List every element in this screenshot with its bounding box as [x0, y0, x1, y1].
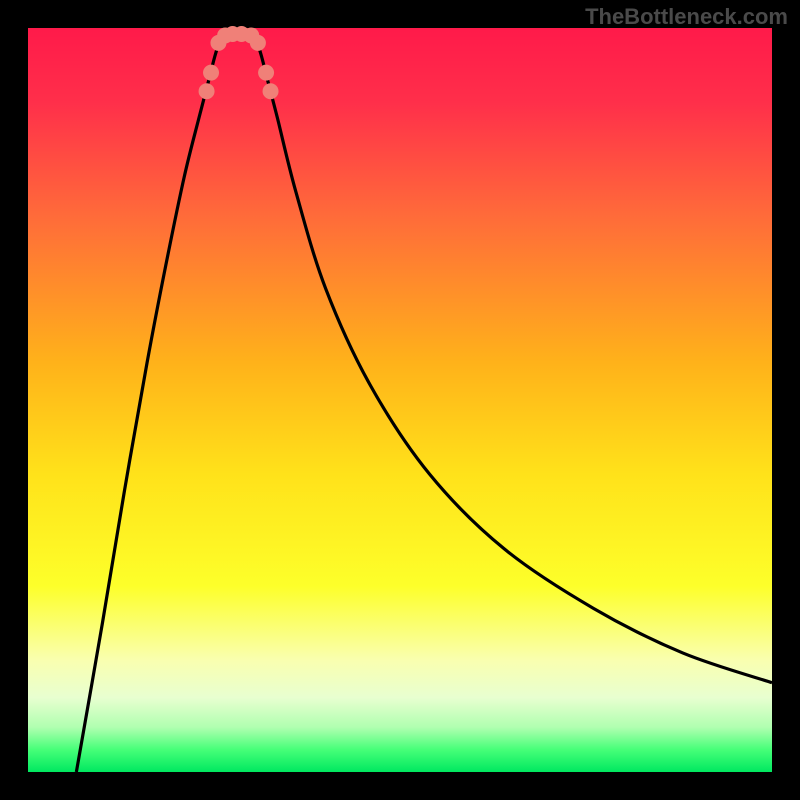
watermark-text: TheBottleneck.com: [585, 4, 788, 30]
chart-plot-area: [28, 28, 772, 772]
marker-point: [250, 35, 266, 51]
marker-group: [199, 26, 279, 99]
chart-curve-layer: [28, 28, 772, 772]
marker-point: [203, 65, 219, 81]
marker-point: [258, 65, 274, 81]
marker-point: [263, 83, 279, 99]
marker-point: [199, 83, 215, 99]
bottleneck-curve: [76, 33, 772, 772]
